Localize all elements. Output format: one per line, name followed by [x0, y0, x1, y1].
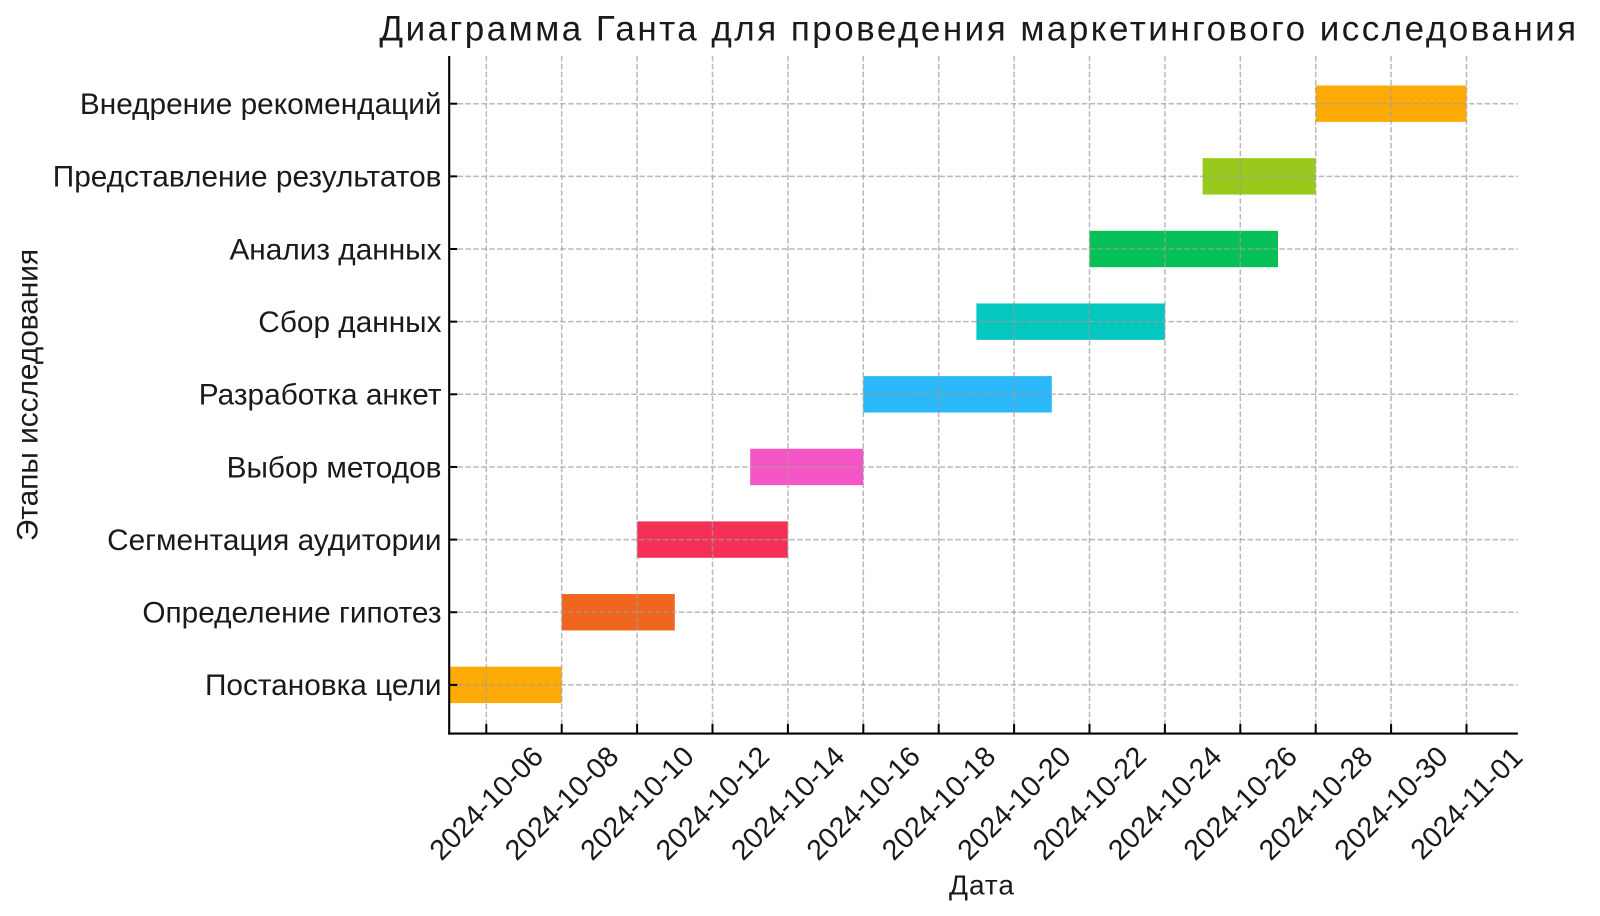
svg-text:Анализ данных: Анализ данных [229, 233, 441, 266]
svg-text:Диаграмма Ганта для проведения: Диаграмма Ганта для проведения маркетинг… [379, 10, 1578, 49]
svg-text:Выбор методов: Выбор методов [227, 451, 442, 484]
svg-text:Разработка анкет: Разработка анкет [199, 379, 442, 412]
svg-text:Сбор данных: Сбор данных [258, 306, 441, 339]
svg-text:Определение гипотез: Определение гипотез [142, 597, 441, 630]
svg-text:Дата: Дата [949, 869, 1015, 900]
svg-text:Представление результатов: Представление результатов [53, 161, 442, 194]
svg-text:Постановка цели: Постановка цели [205, 669, 442, 702]
svg-text:Внедрение рекомендаций: Внедрение рекомендаций [80, 88, 442, 121]
svg-text:Этапы исследования: Этапы исследования [11, 249, 44, 541]
svg-text:Сегментация аудитории: Сегментация аудитории [107, 524, 441, 557]
